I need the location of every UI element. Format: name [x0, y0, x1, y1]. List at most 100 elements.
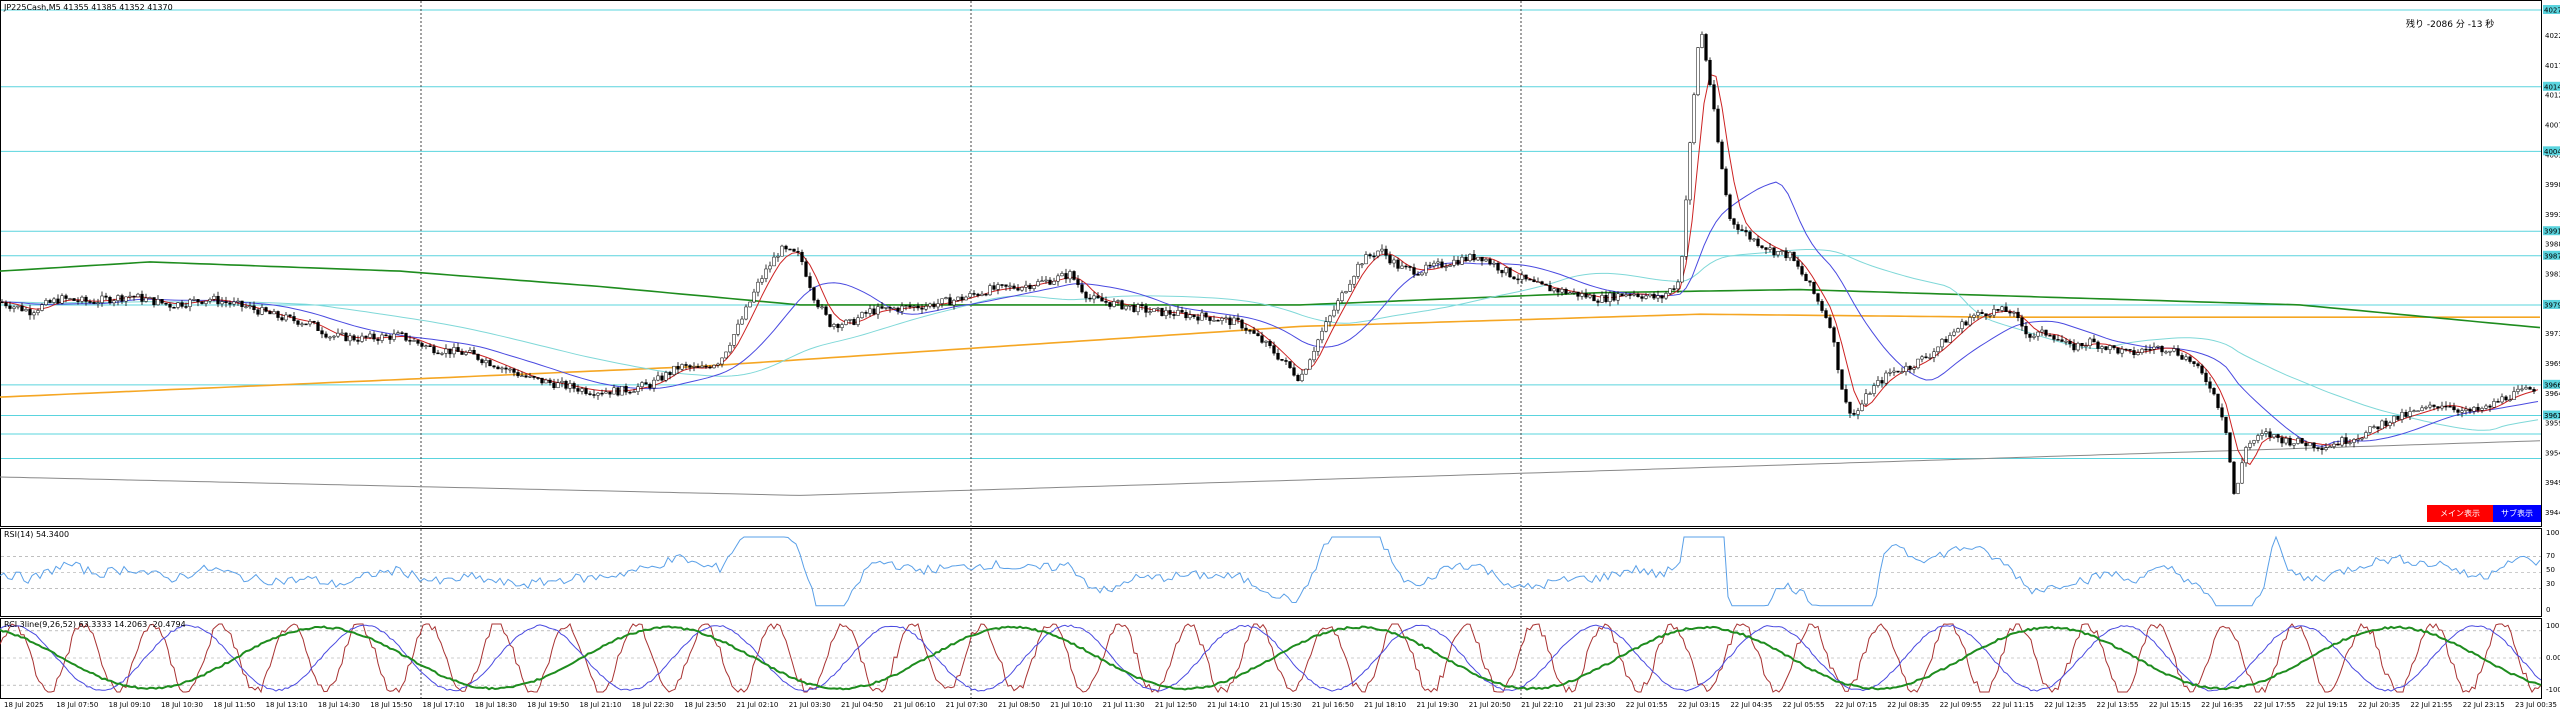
- candle-body: [2100, 346, 2104, 349]
- candle-body: [820, 306, 824, 309]
- candle-body: [2036, 331, 2040, 337]
- candle-body: [1256, 333, 1260, 337]
- rsi-indicator: 100 70 50 30 0: [0, 529, 2559, 614]
- candle-body: [1988, 314, 1992, 317]
- candle-body: [1236, 317, 1240, 321]
- candle-body: [1288, 361, 1292, 368]
- ma-line: [0, 440, 2541, 496]
- candle-body: [2456, 409, 2460, 413]
- time-label: 21 Jul 02:10: [736, 701, 778, 709]
- candle-body: [436, 352, 440, 355]
- candle-body: [380, 334, 384, 341]
- candle-body: [2416, 410, 2420, 412]
- candle-body: [2096, 341, 2100, 349]
- price-tag: [2543, 299, 2560, 309]
- candle-body: [780, 245, 784, 257]
- candle-body: [904, 305, 908, 308]
- candle-body: [1940, 338, 1944, 348]
- candle-body: [860, 312, 864, 319]
- candle-body: [912, 305, 916, 308]
- candle-body: [556, 382, 560, 388]
- candle-body: [1308, 359, 1312, 370]
- candle-body: [2228, 432, 2232, 463]
- candle-body: [2308, 442, 2312, 447]
- candle-body: [2356, 438, 2360, 441]
- candle-body: [208, 299, 212, 302]
- candle-body: [1296, 375, 1300, 382]
- candle-body: [1576, 291, 1580, 297]
- candle-body: [152, 297, 156, 306]
- candle-body: [672, 365, 676, 375]
- candle-body: [1780, 250, 1784, 252]
- candle-body: [260, 307, 264, 315]
- candle-body: [1016, 288, 1020, 291]
- candle-body: [624, 386, 628, 393]
- candle-body: [980, 293, 984, 296]
- price-tag-label: 39660: [2544, 381, 2560, 389]
- time-label: 18 Jul 15:50: [370, 701, 412, 709]
- candle-body: [1336, 300, 1340, 311]
- candle-body: [1696, 47, 1700, 96]
- candle-body: [1660, 295, 1664, 299]
- candle-body: [1480, 256, 1484, 262]
- candle-body: [1108, 302, 1112, 307]
- price-tag-label: 40040: [2544, 148, 2560, 156]
- candle-body: [1892, 370, 1896, 373]
- candle-body: [648, 383, 652, 389]
- candle-body: [1204, 312, 1208, 318]
- candle-body: [1824, 310, 1828, 318]
- candle-body: [1376, 250, 1380, 257]
- candle-body: [1224, 317, 1228, 320]
- candle-body: [1636, 293, 1640, 297]
- candle-body: [444, 348, 448, 354]
- candle-body: [988, 285, 992, 296]
- candle-body: [2124, 348, 2128, 351]
- time-label: 18 Jul 18:30: [475, 701, 517, 709]
- candle-body: [1484, 259, 1488, 262]
- candle-body: [1248, 330, 1252, 332]
- candle-body: [280, 317, 284, 321]
- candle-body: [2312, 442, 2316, 449]
- candle-body: [640, 382, 644, 387]
- candle-body: [192, 299, 196, 301]
- candle-body: [1440, 261, 1444, 268]
- candle-body: [1520, 274, 1524, 280]
- candle-body: [2172, 348, 2176, 352]
- sub-display-button[interactable]: サブ表示: [2493, 505, 2541, 522]
- candle-body: [2292, 443, 2296, 446]
- time-label: 21 Jul 23:30: [1573, 701, 1615, 709]
- candle-body: [572, 383, 576, 389]
- candle-body: [412, 340, 416, 342]
- price-tag-label: 40270: [2544, 7, 2560, 15]
- candle-body: [2216, 393, 2220, 408]
- candle-body: [1876, 380, 1880, 386]
- candle-body: [392, 333, 396, 340]
- main-display-button[interactable]: メイン表示: [2427, 505, 2493, 522]
- candle-body: [1692, 94, 1696, 143]
- candle-body: [2104, 346, 2108, 350]
- candle-body: [88, 301, 92, 303]
- candle-body: [1904, 365, 1908, 372]
- candle-body: [348, 335, 352, 342]
- price-label: 39640: [2545, 390, 2560, 398]
- candle-body: [656, 375, 660, 381]
- candle-body: [228, 302, 232, 305]
- candle-body: [1316, 339, 1320, 352]
- candle-body: [2272, 434, 2276, 438]
- candle-body: [1012, 285, 1016, 289]
- candle-body: [16, 305, 20, 308]
- candle-body: [852, 319, 856, 325]
- candle-body: [2376, 426, 2380, 430]
- candle-body: [1460, 256, 1464, 265]
- candle-body: [2072, 343, 2076, 351]
- candle-body: [2204, 372, 2208, 383]
- candle-body: [1568, 292, 1572, 294]
- candle-body: [1744, 230, 1748, 233]
- candle-body: [2304, 442, 2308, 447]
- candle-body: [1580, 293, 1584, 297]
- candle-body: [1112, 301, 1116, 307]
- candle-body: [812, 287, 816, 301]
- rsi-line: [0, 535, 2541, 607]
- rci-line: [0, 624, 2542, 692]
